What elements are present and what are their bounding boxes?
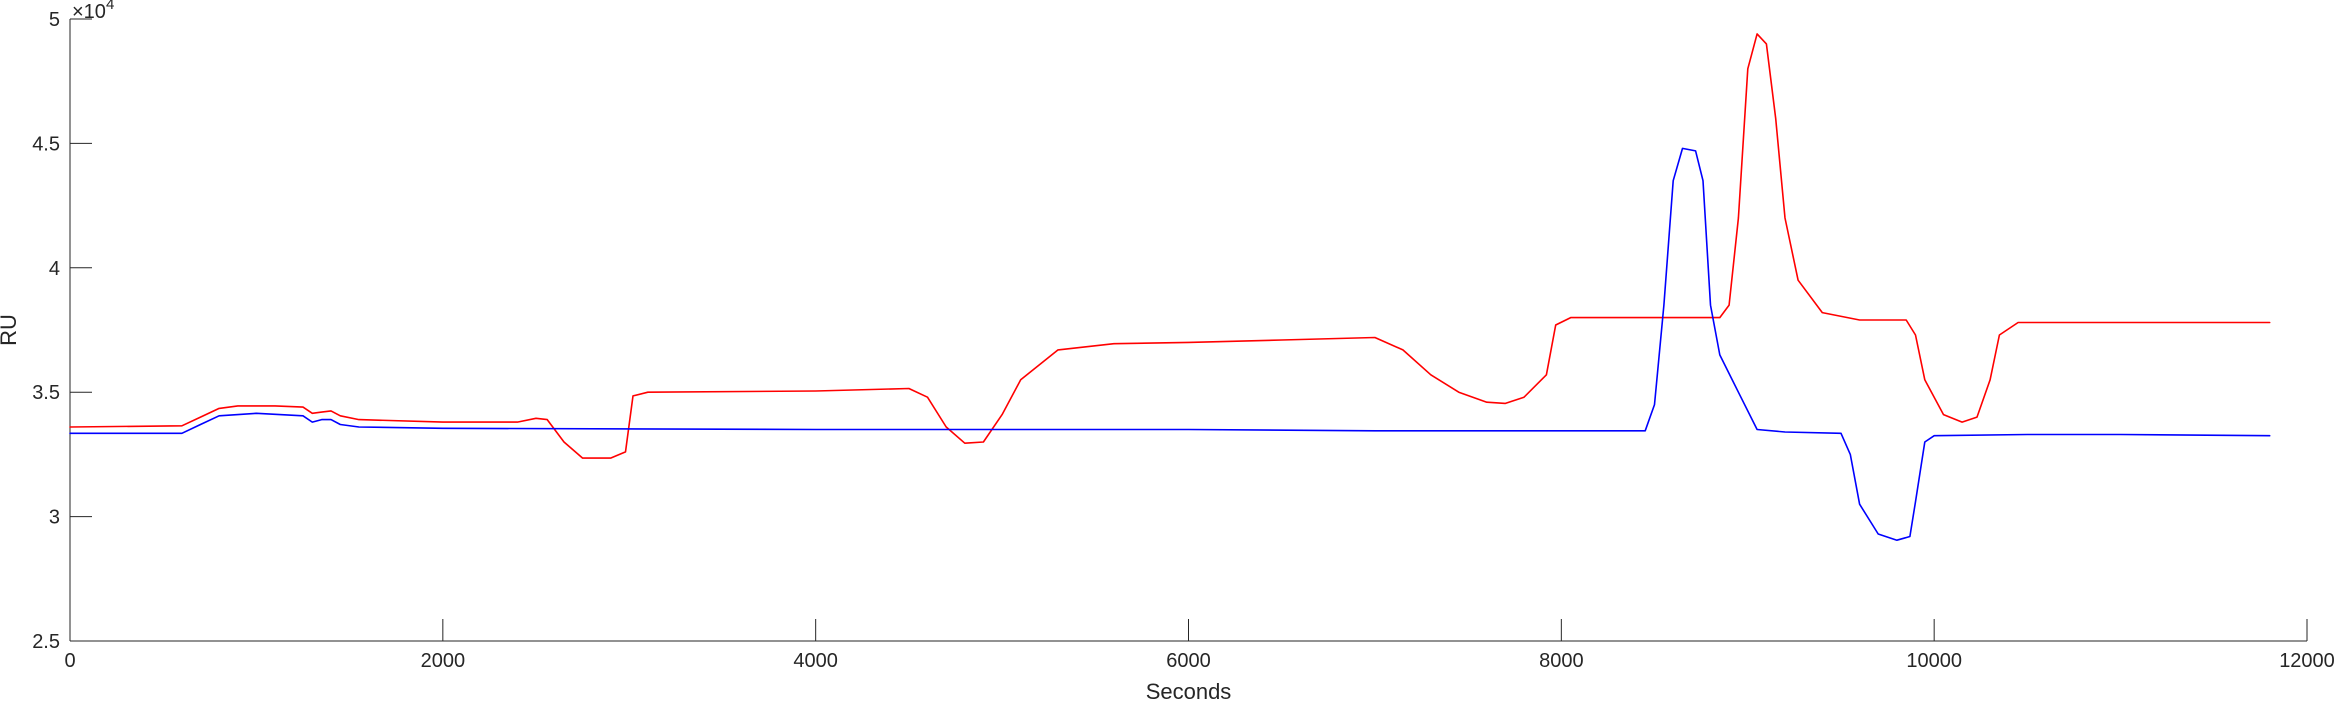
- x-tick-label: 10000: [1906, 650, 1962, 672]
- series-line-1: [69, 33, 2271, 459]
- x-tick-label: 12000: [2279, 650, 2335, 672]
- y-tick-label: 4.5: [32, 133, 60, 155]
- label-layer: Seconds RU ×104: [0, 0, 1232, 704]
- series-layer: [69, 33, 2271, 541]
- series-line-2: [69, 147, 2271, 541]
- y-tick-label: 3.5: [32, 382, 60, 404]
- x-axis-title: Seconds: [1146, 679, 1232, 703]
- axes-layer: 0 2000 4000 6000 8000 10000 12000 2.5 3 3.5 4 4.5 5: [32, 9, 2335, 672]
- y-tick-label: 2.5: [32, 631, 60, 653]
- y-axis-exponent-label: ×104: [72, 0, 114, 23]
- y-axis-title: RU: [0, 314, 21, 346]
- x-tick-label: 4000: [793, 650, 838, 672]
- y-tick-label: 3: [49, 507, 60, 529]
- x-tick-label: 0: [64, 650, 75, 672]
- y-axis-exponent-base: ×10: [72, 1, 106, 23]
- y-tick-label: 4: [49, 258, 60, 280]
- x-tick-label: 6000: [1166, 650, 1211, 672]
- x-tick-label: 2000: [421, 650, 466, 672]
- x-tick-label: 8000: [1539, 650, 1584, 672]
- y-axis-exponent-power: 4: [106, 0, 114, 13]
- y-tick-label: 5: [49, 9, 60, 31]
